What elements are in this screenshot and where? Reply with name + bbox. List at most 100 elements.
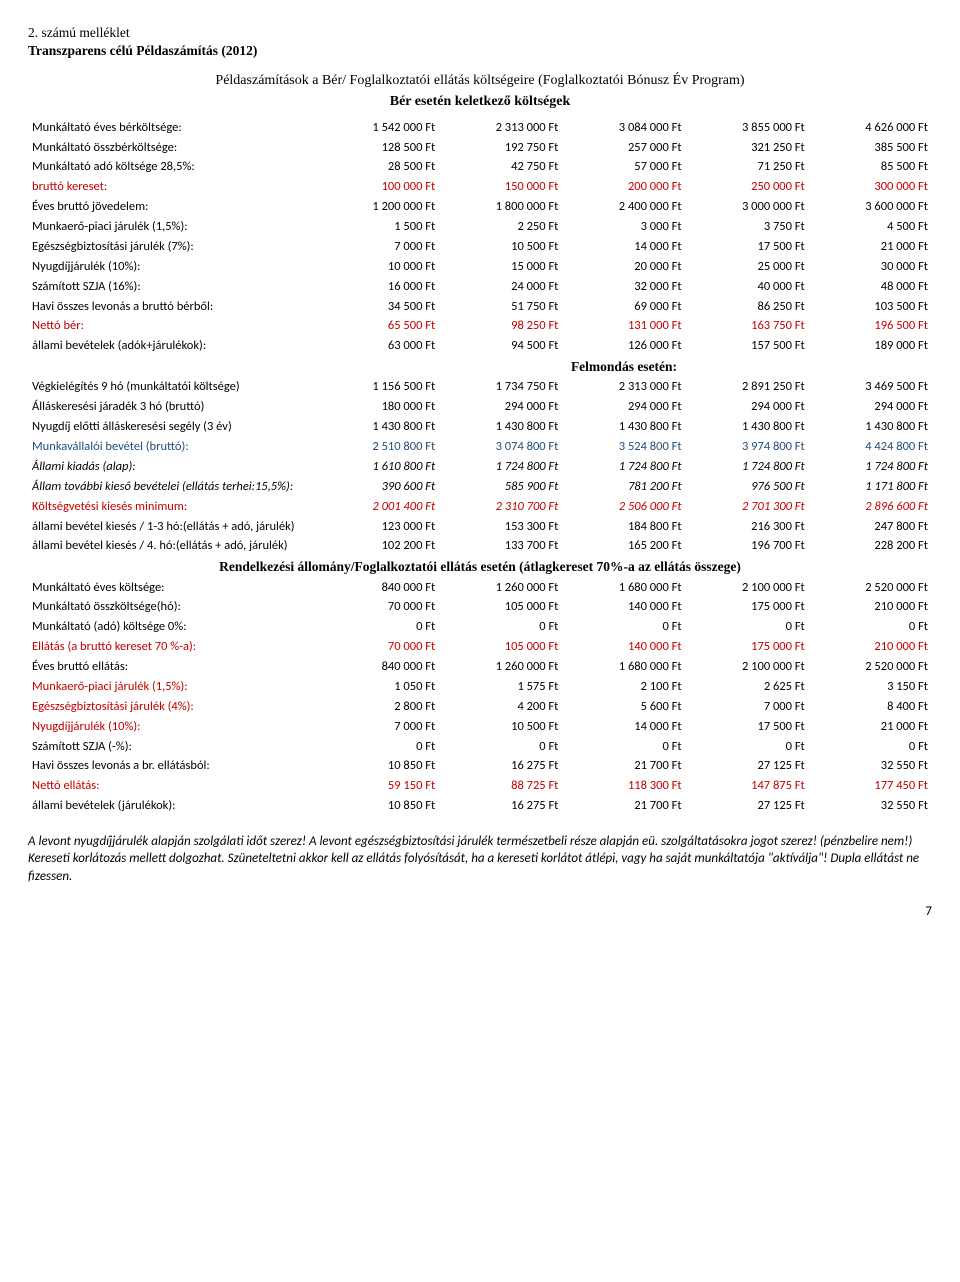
row-value: 8 400 Ft [809, 697, 932, 717]
row-value: 0 Ft [562, 618, 685, 638]
row-label: Végkielégítés 9 hó (munkáltatói költsége… [28, 378, 316, 398]
row-value: 2 800 Ft [316, 697, 439, 717]
row-value: 2 625 Ft [686, 677, 809, 697]
row-label: Munkáltató éves bérköltsége: [28, 118, 316, 138]
row-value: 16 275 Ft [439, 757, 562, 777]
row-value: 27 125 Ft [686, 797, 809, 817]
row-value: 216 300 Ft [686, 517, 809, 537]
row-value: 15 000 Ft [439, 257, 562, 277]
row-value: 2 891 250 Ft [686, 378, 809, 398]
row-value: 175 000 Ft [686, 598, 809, 618]
row-value: 10 850 Ft [316, 757, 439, 777]
row-value: 21 000 Ft [809, 237, 932, 257]
row-value: 2 510 800 Ft [316, 438, 439, 458]
table-row: Nyugdíj előtti álláskeresési segély (3 é… [28, 418, 932, 438]
row-value: 4 200 Ft [439, 697, 562, 717]
row-value: 247 800 Ft [809, 517, 932, 537]
row-value: 0 Ft [316, 618, 439, 638]
row-value: 2 520 000 Ft [809, 658, 932, 678]
row-value: 10 500 Ft [439, 237, 562, 257]
row-value: 840 000 Ft [316, 658, 439, 678]
row-value: 192 750 Ft [439, 138, 562, 158]
page-number: 7 [28, 903, 932, 921]
table-row: Munkáltató összbérköltsége:128 500 Ft192… [28, 138, 932, 158]
row-label: Nyugdíj előtti álláskeresési segély (3 é… [28, 418, 316, 438]
row-value: 0 Ft [809, 737, 932, 757]
row-label: állami bevételek (járulékok): [28, 797, 316, 817]
row-value: 2 313 000 Ft [439, 118, 562, 138]
row-value: 100 000 Ft [316, 178, 439, 198]
row-value: 147 875 Ft [686, 777, 809, 797]
row-value: 228 200 Ft [809, 537, 932, 557]
row-value: 102 200 Ft [316, 537, 439, 557]
row-value: 2 896 600 Ft [809, 497, 932, 517]
row-label: Költségvetési kiesés minimum: [28, 497, 316, 517]
table-row: Nyugdíjjárulék (10%):10 000 Ft15 000 Ft2… [28, 257, 932, 277]
row-value: 157 500 Ft [686, 337, 809, 357]
row-value: 10 500 Ft [439, 717, 562, 737]
row-label: Havi összes levonás a bruttó bérből: [28, 297, 316, 317]
row-value: 294 000 Ft [809, 398, 932, 418]
row-value: 1 200 000 Ft [316, 198, 439, 218]
table-row: Munkáltató összköltsége(hó):70 000 Ft105… [28, 598, 932, 618]
row-label: Munkáltató összköltsége(hó): [28, 598, 316, 618]
table-row: Költségvetési kiesés minimum:2 001 400 F… [28, 497, 932, 517]
row-value: 86 250 Ft [686, 297, 809, 317]
row-value: 140 000 Ft [562, 598, 685, 618]
row-value: 2 001 400 Ft [316, 497, 439, 517]
row-value: 4 500 Ft [809, 218, 932, 238]
row-label: Számított SZJA (16%): [28, 277, 316, 297]
table-row: állami bevétel kiesés / 1-3 hó:(ellátás … [28, 517, 932, 537]
row-value: 189 000 Ft [809, 337, 932, 357]
table-row: Munkáltató éves költsége:840 000 Ft1 260… [28, 578, 932, 598]
row-value: 51 750 Ft [439, 297, 562, 317]
section-header-rendel: Rendelkezési állomány/Foglalkoztatói ell… [28, 557, 932, 578]
section-header-felmondas: Felmondás esetén: [28, 357, 932, 378]
row-label: Számított SZJA (-%): [28, 737, 316, 757]
row-label: Egészségbiztosítási járulék (4%): [28, 697, 316, 717]
row-value: 2 100 000 Ft [686, 578, 809, 598]
row-value: 1 430 800 Ft [809, 418, 932, 438]
row-value: 10 000 Ft [316, 257, 439, 277]
row-value: 7 000 Ft [316, 237, 439, 257]
row-value: 32 550 Ft [809, 757, 932, 777]
row-value: 0 Ft [316, 737, 439, 757]
row-value: 180 000 Ft [316, 398, 439, 418]
table-row: Állami kiadás (alap):1 610 800 Ft1 724 8… [28, 457, 932, 477]
row-value: 300 000 Ft [809, 178, 932, 198]
row-value: 118 300 Ft [562, 777, 685, 797]
row-value: 0 Ft [562, 737, 685, 757]
doc-title: Transzparens célú Példaszámítás (2012) [28, 42, 932, 60]
row-value: 34 500 Ft [316, 297, 439, 317]
table-row: állami bevétel kiesés / 4. hó:(ellátás +… [28, 537, 932, 557]
row-value: 2 100 Ft [562, 677, 685, 697]
row-value: 126 000 Ft [562, 337, 685, 357]
row-value: 1 500 Ft [316, 218, 439, 238]
row-value: 131 000 Ft [562, 317, 685, 337]
row-value: 70 000 Ft [316, 638, 439, 658]
row-value: 98 250 Ft [439, 317, 562, 337]
table-row: Végkielégítés 9 hó (munkáltatói költsége… [28, 378, 932, 398]
row-value: 150 000 Ft [439, 178, 562, 198]
row-value: 0 Ft [686, 737, 809, 757]
row-value: 88 725 Ft [439, 777, 562, 797]
row-value: 1 430 800 Ft [562, 418, 685, 438]
row-label: Ellátás (a bruttó kereset 70 %-a): [28, 638, 316, 658]
row-label: Álláskeresési járadék 3 hó (bruttó) [28, 398, 316, 418]
row-value: 21 700 Ft [562, 797, 685, 817]
row-value: 177 450 Ft [809, 777, 932, 797]
row-value: 200 000 Ft [562, 178, 685, 198]
row-value: 2 310 700 Ft [439, 497, 562, 517]
calc-table: Munkáltató éves bérköltsége:1 542 000 Ft… [28, 118, 932, 816]
row-value: 105 000 Ft [439, 598, 562, 618]
row-value: 17 500 Ft [686, 237, 809, 257]
row-value: 30 000 Ft [809, 257, 932, 277]
row-value: 70 000 Ft [316, 598, 439, 618]
row-label: Munkavállalói bevétel (bruttó): [28, 438, 316, 458]
row-value: 20 000 Ft [562, 257, 685, 277]
table-row: Állam további kieső bevételei (ellátás t… [28, 477, 932, 497]
row-value: 1 430 800 Ft [316, 418, 439, 438]
row-value: 21 700 Ft [562, 757, 685, 777]
row-value: 165 200 Ft [562, 537, 685, 557]
row-label: állami bevétel kiesés / 1-3 hó:(ellátás … [28, 517, 316, 537]
